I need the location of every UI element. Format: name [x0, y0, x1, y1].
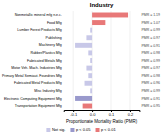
bar	[92, 20, 105, 25]
y-tick-label: Fabricated Metals Mfg	[27, 59, 62, 63]
bar	[90, 58, 92, 63]
bar	[85, 81, 93, 86]
bar	[75, 96, 92, 101]
legend-item: p < 0.05	[70, 127, 91, 132]
y-tick: Transportation Equipment Mfg	[15, 104, 64, 108]
y-tick: Rubber/Plastics Mfg	[30, 51, 63, 55]
y-tick-label: Misc Industry Mfg	[34, 89, 61, 93]
legend: Not sig. p < 0.05 p < 0.01	[46, 127, 116, 132]
y-tick: Electronic Computing Equipment Mfg	[4, 97, 64, 101]
legend-item: Not sig.	[46, 127, 65, 132]
annotation: PMR = 0.99	[141, 28, 160, 32]
y-tick-label: Fabricated Metal Products Mfg	[14, 81, 62, 85]
annotation: PMR = 0.98	[141, 51, 160, 55]
plot: -0.1 0.0 0.1 0.2 Nonmetallic mineral mfg n.e…	[2, 11, 160, 117]
x-axis-label: Proportionate Mortality Ratio (PMR)	[66, 119, 138, 124]
annotation: PMR = 0.99	[141, 59, 160, 63]
bar	[83, 104, 92, 109]
bar	[75, 43, 92, 48]
bar	[88, 73, 92, 78]
annotation: PMR = 0.97	[141, 66, 160, 70]
y-tick-label: Motor Veh. Mach. Industries Mfg	[11, 66, 61, 70]
y-tick-label: Nonmetallic mineral mfg n.e.c.	[15, 13, 62, 17]
x-tick-label: 0.0	[90, 112, 96, 117]
annotation: PMR = 1.07	[141, 21, 160, 25]
chart: -0.1 0.0 0.1 0.2 Nonmetallic mineral mfg n.e…	[0, 0, 162, 135]
y-tick: Food Mfg	[47, 21, 64, 25]
annotation: PMR = 0.97	[141, 36, 160, 40]
bar	[86, 35, 92, 40]
x-tick: -0.1	[70, 110, 78, 117]
bar	[86, 66, 92, 71]
legend-label: Not sig.	[52, 127, 66, 132]
y-tick: Machinery Mfg	[39, 43, 64, 47]
x-tick: 0.0	[90, 110, 96, 117]
y-tick-label: Publishing	[46, 36, 62, 40]
legend-swatch	[70, 128, 74, 132]
y-tick: Fabricated Metal Products Mfg	[14, 81, 64, 85]
x-tick: 0.2	[128, 110, 134, 117]
legend-label: p < 0.05	[76, 127, 91, 132]
grid-line	[73, 11, 74, 110]
grid	[73, 11, 130, 110]
y-tick: Lumber Forest Products Mfg	[17, 28, 63, 32]
y-tick-label: Machinery Mfg	[39, 43, 62, 47]
annotation: PMR = 0.96	[141, 81, 160, 85]
annotation: PMR = 1.19	[141, 13, 160, 17]
x-tick-label: -0.1	[70, 112, 78, 117]
legend-item: p < 0.01	[96, 127, 117, 132]
annotation: PMR = 0.99	[141, 89, 160, 93]
grid-line	[111, 11, 112, 110]
bar	[90, 88, 92, 93]
y-tick: Fabricated Metals Mfg	[27, 59, 64, 63]
legend-label: p < 0.01	[101, 127, 116, 132]
y-tick: Publishing	[46, 36, 64, 40]
bars	[75, 13, 128, 109]
y-tick-label: Food Mfg	[47, 21, 62, 25]
bar	[92, 13, 128, 18]
legend-swatch	[96, 128, 100, 132]
y-tick-label: Rubber/Plastics Mfg	[30, 51, 61, 55]
y-tick: Misc Industry Mfg	[34, 89, 63, 93]
x-tick: 0.1	[109, 110, 115, 117]
y-tick: Nonmetallic mineral mfg n.e.c.	[15, 13, 64, 17]
y-tick: Motor Veh. Mach. Industries Mfg	[11, 66, 63, 70]
y-axis: Nonmetallic mineral mfg n.e.c. Food Mfg Lu…	[2, 13, 64, 108]
x-axis: -0.1 0.0 0.1 0.2	[64, 110, 140, 117]
annotation: PMR = 0.98	[141, 74, 160, 78]
y-tick: Primary Metal Semiaut. Foundries Mfg	[2, 74, 64, 78]
annotations: PMR = 1.19 PMR = 1.07 PMR = 0.99 PMR = 0.97…	[141, 13, 160, 108]
bar	[88, 50, 92, 55]
y-tick-label: Electronic Computing Equipment Mfg	[4, 97, 62, 101]
x-tick-label: 0.1	[109, 112, 115, 117]
title: Industry	[90, 2, 114, 8]
bar	[90, 28, 92, 33]
legend-swatch	[46, 128, 50, 132]
y-tick-label: Lumber Forest Products Mfg	[17, 28, 61, 32]
y-tick-label: Transportation Equipment Mfg	[15, 104, 62, 108]
x-tick-label: 0.2	[128, 112, 134, 117]
annotation: PMR = 0.95	[141, 104, 160, 108]
annotation: PMR = 0.91	[141, 44, 160, 48]
grid-line	[129, 11, 130, 110]
y-tick-label: Primary Metal Semiaut. Foundries Mfg	[2, 74, 62, 78]
annotation: PMR = 0.91	[141, 97, 160, 101]
